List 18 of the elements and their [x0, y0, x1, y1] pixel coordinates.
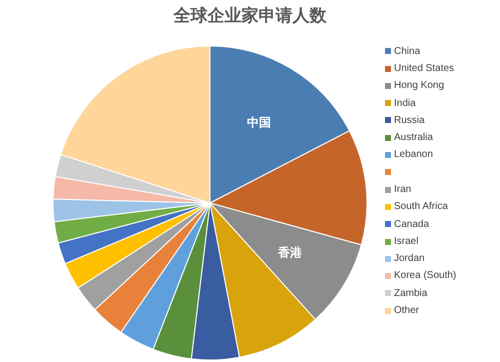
legend-label: Hong Kong: [394, 79, 444, 94]
legend-label: Other: [394, 304, 420, 318]
legend-label: China: [394, 44, 420, 59]
legend-label: Iran: [394, 183, 412, 197]
legend-label: South Africa: [394, 200, 448, 214]
text: 香港: [278, 245, 302, 260]
legend-label: Israel: [394, 234, 418, 249]
legend-label: Zambia: [394, 286, 428, 301]
chart-title: 全球企业家申请人数: [172, 5, 328, 27]
text: 中国: [246, 116, 271, 130]
legend-label: India: [394, 96, 416, 111]
legend-label: Canada: [394, 218, 430, 232]
legend-label: Australia: [394, 131, 433, 146]
legend-label: Lebanon: [394, 148, 433, 162]
legend-label: Korea (South): [394, 269, 456, 284]
legend-label: Jordan: [394, 252, 425, 266]
legend-label: Russia: [394, 114, 425, 128]
legend-label: United States: [394, 62, 454, 76]
